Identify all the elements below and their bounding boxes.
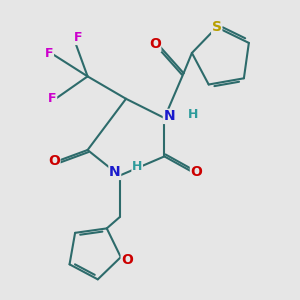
Text: O: O — [48, 154, 60, 168]
Text: N: N — [109, 165, 121, 179]
Text: O: O — [190, 165, 202, 179]
Text: O: O — [149, 38, 161, 51]
Text: F: F — [45, 47, 53, 61]
Text: F: F — [48, 92, 57, 105]
Text: O: O — [121, 253, 133, 267]
Text: H: H — [132, 160, 142, 172]
Text: N: N — [164, 110, 175, 123]
Text: H: H — [188, 108, 198, 121]
Text: F: F — [74, 32, 82, 44]
Text: S: S — [212, 20, 222, 34]
